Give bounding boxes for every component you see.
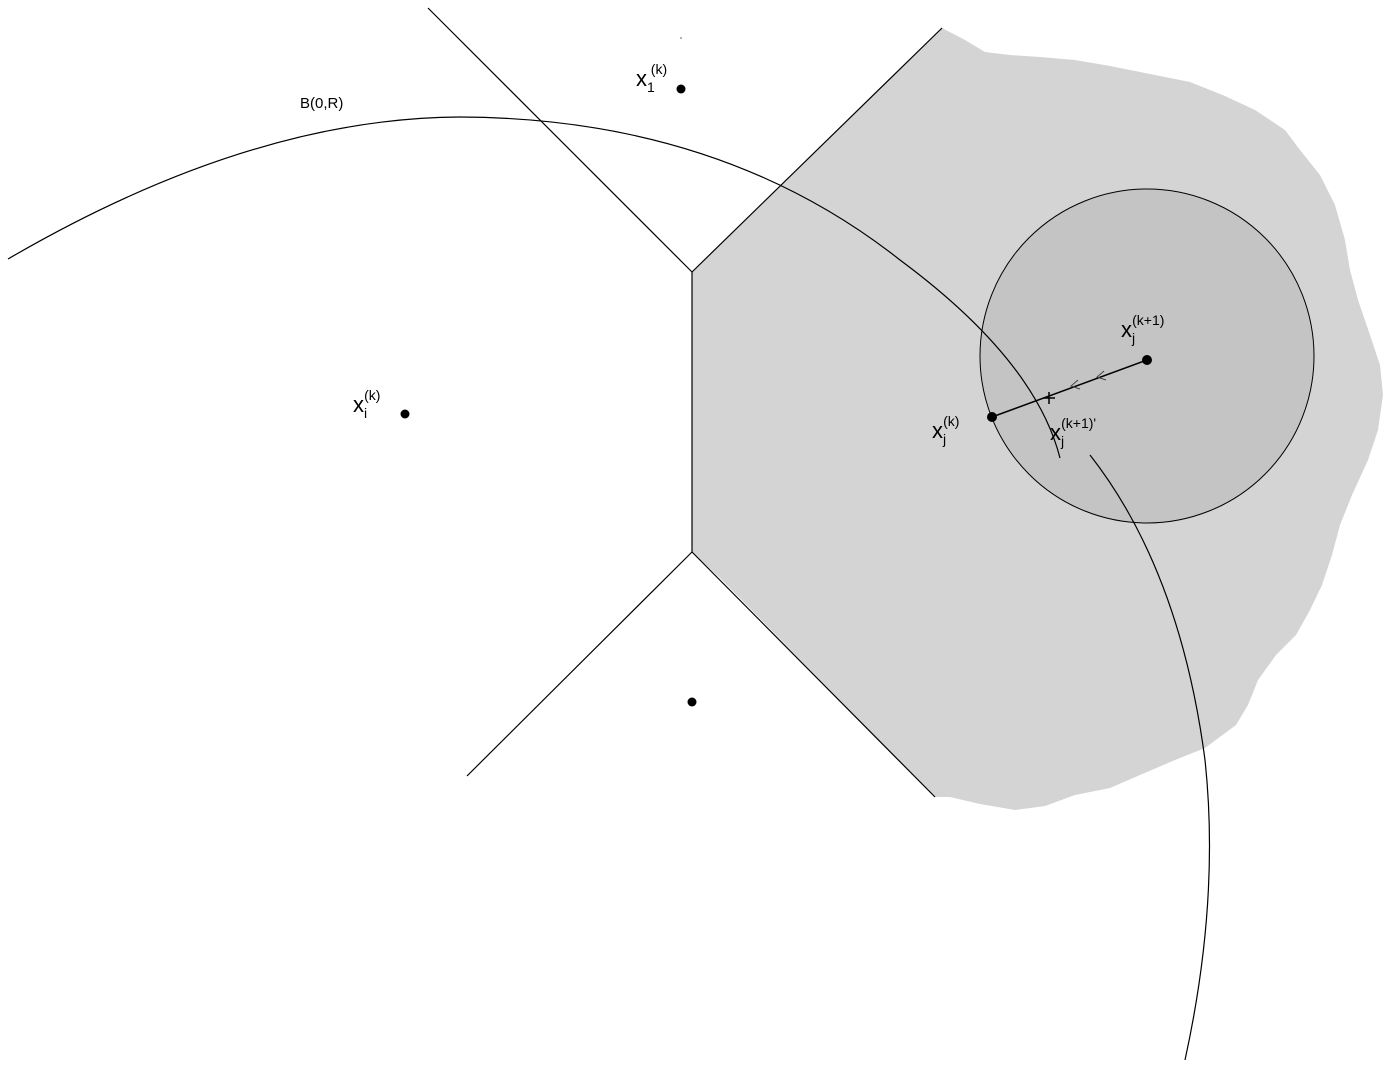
label-ball: B(0,R) [300, 95, 343, 112]
projection-mark [1043, 392, 1055, 404]
label-xi: xi(k) [353, 387, 380, 421]
step-segment [991, 359, 1148, 418]
point-x1 [676, 84, 686, 94]
point-xj [987, 412, 997, 422]
point-xi [400, 409, 410, 419]
label-x1: x1(k) [636, 61, 667, 95]
step-arrows [1070, 370, 1107, 390]
label-xj-next: xj(k+1) [1121, 312, 1164, 346]
ball-boundary [7, 116, 1061, 459]
label-xj-proj: xj(k+1)' [1050, 415, 1096, 449]
point-xj-next [1142, 355, 1152, 365]
ball-boundary-lower [1089, 454, 1211, 1061]
point-unlabeled [687, 697, 697, 707]
label-xj: xj(k) [932, 413, 959, 447]
voronoi-edges [427, 7, 943, 798]
speck [680, 37, 682, 39]
